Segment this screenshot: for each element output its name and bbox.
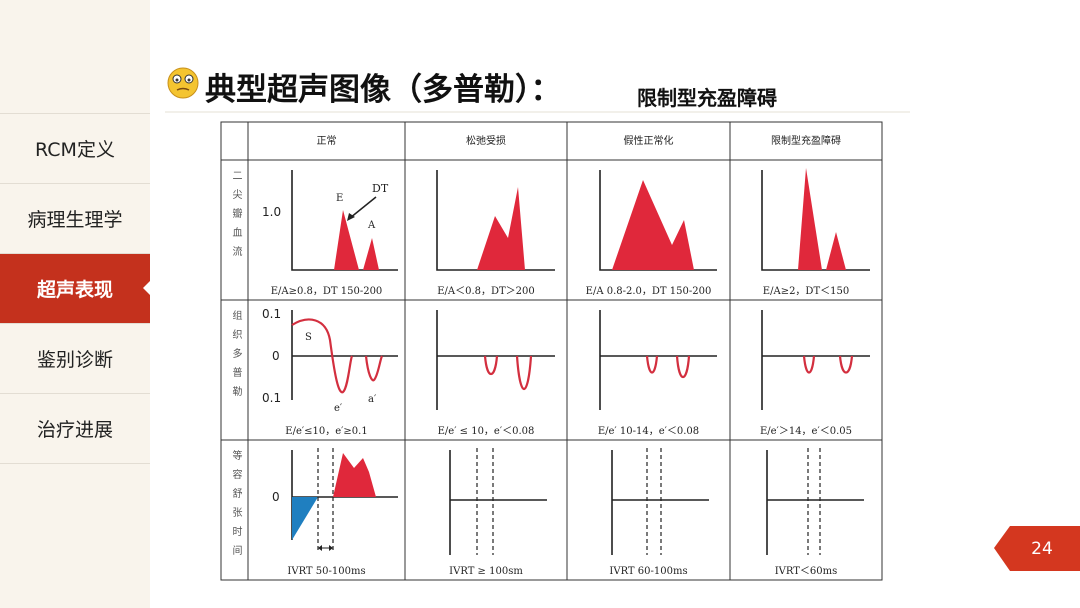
label-e: e′ [334, 403, 343, 414]
label-s: S [305, 332, 312, 343]
cell-caption: E/A 0.8-2.0，DT 150-200 [586, 286, 712, 297]
nav-item[interactable]: RCM定义 [0, 113, 150, 183]
nav-item[interactable]: 鉴别诊断 [0, 323, 150, 393]
label-dt: DT [372, 182, 389, 195]
label-a: A [367, 220, 376, 231]
mitral-impaired [436, 170, 555, 271]
title: 典型超声图像（多普勒）： [205, 72, 562, 108]
tissue-pseudo [599, 310, 717, 410]
tissue-impaired [436, 310, 555, 410]
cell-caption: IVRT 60-100ms [609, 566, 687, 577]
mitral-pseudo [599, 170, 717, 271]
table-grid [220, 121, 883, 581]
nav-item[interactable]: 病理生理学 [0, 183, 150, 253]
column-header: 松弛受损 [466, 134, 506, 147]
nav-item[interactable]: 超声表现 [0, 253, 150, 323]
cell-caption: E/e′＞14，e′＜0.05 [760, 426, 852, 437]
label-e: E [336, 193, 343, 204]
column-header: 正常 [317, 134, 337, 147]
ivrt-impaired [449, 448, 547, 555]
subtitle: 限制型充盈障碍 [637, 86, 777, 110]
ivrt-pseudo [611, 448, 709, 555]
y-bottom: 0.1 [262, 391, 281, 405]
nav-item[interactable]: 治疗进展 [0, 393, 150, 463]
page-number: 24 [1031, 539, 1053, 559]
nav-divider [0, 463, 150, 464]
mitral-normal: 1.0 E DT A [262, 170, 398, 271]
emoji-icon [167, 67, 199, 99]
page-badge [994, 526, 1080, 571]
cell-caption: IVRT ≥ 100sm [449, 566, 523, 577]
cell-caption: E/e′ ≤ 10，e′＜0.08 [438, 426, 535, 437]
y-top: 0.1 [262, 307, 281, 321]
column-header: 限制型充盈障碍 [771, 134, 841, 147]
y-tick: 1.0 [262, 205, 281, 219]
cell-caption: E/e′ 10-14，e′＜0.08 [598, 426, 699, 437]
cell-caption: IVRT 50-100ms [287, 566, 365, 577]
row-label: 等容舒张时间 [230, 450, 241, 564]
label-a: a′ [368, 394, 377, 405]
y-zero: 0 [272, 349, 280, 363]
column-header: 假性正常化 [624, 134, 674, 147]
cell-caption: E/e′≤10，e′≥0.1 [285, 426, 367, 437]
sidebar: RCM定义 病理生理学 超声表现 鉴别诊断 治疗进展 [0, 0, 150, 608]
tissue-restrictive [761, 310, 870, 410]
ivrt-normal: 0 [272, 448, 398, 552]
cell-caption: IVRT＜60ms [775, 566, 838, 577]
ivrt-restrictive [766, 448, 864, 555]
mitral-restrictive [761, 168, 870, 271]
y-zero: 0 [272, 490, 280, 504]
row-label: 组织多普勒 [230, 310, 241, 405]
cell-caption: E/A≥2，DT＜150 [763, 286, 849, 297]
cell-caption: E/A≥0.8，DT 150-200 [271, 286, 383, 297]
tissue-normal: 0.1 0 0.1 S e′ a′ [262, 307, 398, 414]
row-label: 二尖瓣血流 [230, 170, 241, 265]
cell-caption: E/A＜0.8，DT＞200 [437, 286, 535, 297]
